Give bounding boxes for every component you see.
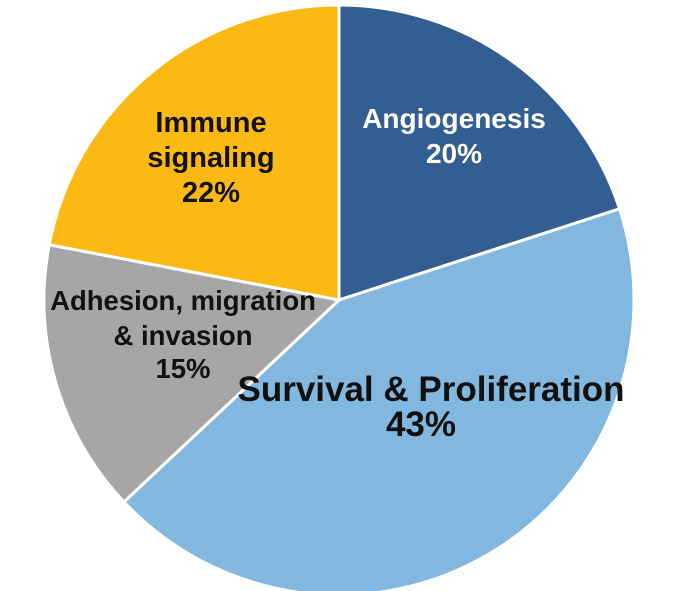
- svg-text:22%: 22%: [182, 177, 240, 209]
- svg-text:43%: 43%: [386, 405, 456, 444]
- svg-text:20%: 20%: [426, 138, 482, 169]
- svg-text:signaling: signaling: [147, 142, 274, 174]
- svg-text:Survival & Proliferation: Survival & Proliferation: [237, 370, 624, 409]
- svg-text:Immune: Immune: [155, 107, 266, 139]
- svg-text:& invasion: & invasion: [113, 320, 252, 351]
- svg-text:Adhesion, migration: Adhesion, migration: [50, 285, 316, 316]
- svg-text:15%: 15%: [155, 353, 210, 384]
- svg-text:Angiogenesis: Angiogenesis: [362, 103, 546, 134]
